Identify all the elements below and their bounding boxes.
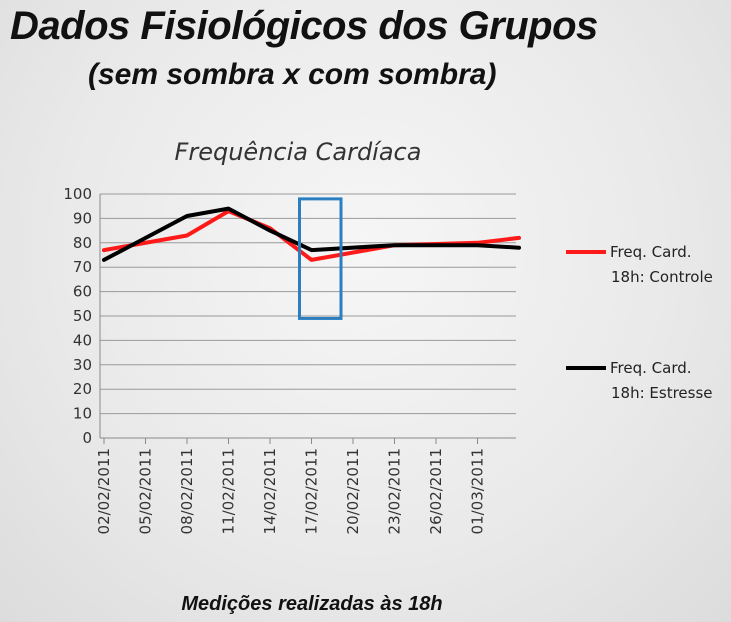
chart-gridlines: [100, 193, 516, 439]
x-tick-label: 05/02/2011: [137, 448, 155, 534]
y-tick-label: 10: [73, 405, 92, 423]
y-tick-label: 90: [73, 209, 92, 227]
slide-subtitle: (sem sombra x com sombra): [88, 58, 497, 91]
y-axis: 0 10 20 30 40 50 60 70 80 90 100: [63, 185, 101, 447]
x-tick-label: 23/02/2011: [386, 448, 404, 534]
y-tick-label: 0: [82, 429, 92, 447]
x-tick-label: 02/02/2011: [95, 448, 113, 534]
y-tick-label: 40: [73, 331, 92, 349]
chart-title: Frequência Cardíaca: [175, 138, 422, 166]
x-tick-label: 11/02/2011: [220, 448, 238, 534]
chart-legend: Freq. Card. 18h: Controle Freq. Card. 18h: …: [566, 243, 713, 402]
y-tick-label: 50: [73, 307, 92, 325]
slide-title: Dados Fisiológicos dos Grupos: [10, 4, 598, 48]
y-tick-label: 20: [73, 380, 92, 398]
x-axis: 02/02/2011 05/02/2011 08/02/2011 11/02/2011…: [95, 438, 487, 534]
x-tick-label: 17/02/2011: [303, 448, 321, 534]
x-tick-label: 26/02/2011: [427, 448, 445, 534]
x-tick-label: 08/02/2011: [178, 448, 196, 534]
chart-series: [102, 206, 521, 262]
legend-label-0: 18h: Controle: [611, 268, 713, 286]
series-line-1: [102, 206, 521, 262]
y-tick-label: 30: [73, 356, 92, 374]
y-tick-label: 70: [73, 258, 92, 276]
highlight-box: [298, 197, 343, 320]
y-tick-label: 60: [73, 283, 92, 301]
legend-label-0: Freq. Card.: [610, 243, 692, 261]
legend-label-1: Freq. Card.: [610, 359, 692, 377]
highlight-annotation: [298, 197, 343, 320]
legend-label-1: 18h: Estresse: [611, 384, 713, 402]
x-tick-label: 14/02/2011: [261, 448, 279, 534]
x-tick-label: 01/03/2011: [469, 448, 487, 534]
x-tick-label: 20/02/2011: [344, 448, 362, 534]
y-tick-label: 100: [63, 185, 92, 203]
x-axis-label: Medições realizadas às 18h: [181, 593, 442, 615]
y-tick-label: 80: [73, 234, 92, 252]
